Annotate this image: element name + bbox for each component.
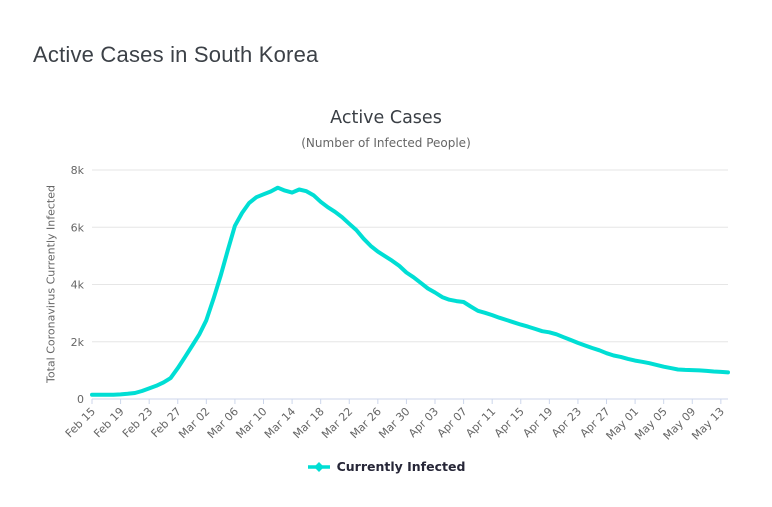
x-axis-tick-label: Mar 10 bbox=[233, 405, 269, 441]
chart-title: Active Cases bbox=[330, 108, 442, 128]
x-axis-tick-label: Apr 19 bbox=[520, 405, 555, 440]
series-currently-infected-line[interactable] bbox=[90, 185, 730, 397]
x-axis-tick-label: Apr 03 bbox=[406, 405, 441, 440]
x-axis-tick-label: Mar 26 bbox=[348, 405, 384, 441]
y-axis-tick-label: 6k bbox=[71, 221, 85, 234]
legend-label: Currently Infected bbox=[336, 459, 466, 474]
x-axis-tick-label: Feb 23 bbox=[120, 405, 155, 440]
x-axis-tick-label: Mar 14 bbox=[262, 405, 298, 441]
x-axis-tick-label: Feb 15 bbox=[63, 405, 98, 440]
x-axis-tick-label: Mar 22 bbox=[319, 405, 355, 441]
x-axis-tick-label: Apr 07 bbox=[435, 405, 470, 440]
y-axis-tick-label: 0 bbox=[77, 393, 84, 406]
chart-subtitle: (Number of Infected People) bbox=[301, 136, 471, 150]
x-axis-tick-label: Feb 19 bbox=[91, 405, 126, 440]
x-axis-tick-label: Apr 23 bbox=[549, 405, 584, 440]
x-axis-tick-label: Apr 15 bbox=[492, 405, 527, 440]
y-axis-tick-label: 4k bbox=[71, 279, 85, 292]
x-axis-tick-label: Mar 30 bbox=[376, 405, 412, 441]
x-axis-tick-label: Apr 11 bbox=[463, 405, 498, 440]
x-axis-tick-label: Mar 02 bbox=[176, 405, 212, 441]
x-axis-tick-label: Mar 18 bbox=[291, 405, 327, 441]
y-axis-tick-label: 2k bbox=[71, 336, 85, 349]
page-title: Active Cases in South Korea bbox=[33, 42, 319, 67]
legend-line-marker-icon bbox=[307, 461, 330, 472]
x-axis-tick-label: May 13 bbox=[689, 405, 727, 443]
y-axis-tick-label: 8k bbox=[71, 164, 85, 177]
x-axis-tick-label: Mar 06 bbox=[205, 405, 241, 441]
legend-item-currently-infected[interactable]: Currently Infected bbox=[0, 459, 772, 474]
